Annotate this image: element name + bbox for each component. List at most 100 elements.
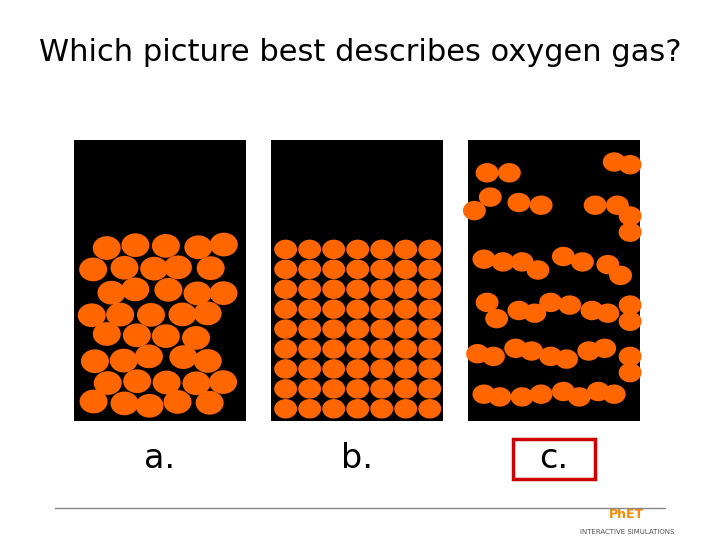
Bar: [74, 140, 246, 421]
Circle shape: [182, 372, 210, 395]
Circle shape: [587, 382, 610, 401]
Circle shape: [580, 301, 603, 320]
Circle shape: [94, 371, 122, 395]
Circle shape: [135, 394, 163, 417]
Circle shape: [121, 278, 149, 301]
Circle shape: [370, 299, 393, 319]
Circle shape: [488, 387, 511, 407]
Circle shape: [492, 252, 514, 272]
Circle shape: [169, 345, 197, 369]
Circle shape: [508, 193, 531, 212]
Circle shape: [510, 252, 534, 272]
Circle shape: [274, 299, 297, 319]
Circle shape: [274, 240, 297, 259]
Circle shape: [298, 379, 321, 399]
Circle shape: [81, 349, 109, 373]
Circle shape: [370, 280, 393, 299]
Circle shape: [110, 256, 138, 280]
Circle shape: [194, 301, 222, 325]
Circle shape: [274, 399, 297, 418]
Circle shape: [152, 324, 180, 348]
Circle shape: [346, 379, 369, 399]
Circle shape: [137, 303, 165, 327]
Circle shape: [93, 236, 121, 260]
Circle shape: [418, 299, 441, 319]
Circle shape: [370, 240, 393, 259]
Circle shape: [298, 240, 321, 259]
Circle shape: [370, 319, 393, 339]
Circle shape: [418, 399, 441, 418]
Circle shape: [153, 370, 181, 394]
Circle shape: [523, 303, 546, 323]
Circle shape: [93, 322, 121, 346]
Circle shape: [618, 155, 642, 174]
Circle shape: [164, 255, 192, 279]
Text: INTERACTIVE SIMULATIONS: INTERACTIVE SIMULATIONS: [580, 529, 674, 535]
Circle shape: [346, 260, 369, 279]
Circle shape: [395, 280, 417, 299]
Circle shape: [482, 347, 505, 366]
Circle shape: [508, 301, 531, 320]
Circle shape: [323, 399, 345, 418]
Circle shape: [466, 344, 489, 363]
Circle shape: [274, 379, 297, 399]
Circle shape: [196, 391, 224, 415]
Circle shape: [395, 260, 417, 279]
Circle shape: [418, 359, 441, 379]
Circle shape: [210, 281, 238, 305]
Circle shape: [395, 379, 417, 399]
Circle shape: [395, 339, 417, 359]
Circle shape: [274, 319, 297, 339]
Circle shape: [618, 363, 642, 382]
Circle shape: [618, 206, 642, 226]
Circle shape: [323, 319, 345, 339]
Circle shape: [418, 260, 441, 279]
Circle shape: [123, 369, 151, 393]
Circle shape: [530, 384, 552, 404]
Circle shape: [298, 339, 321, 359]
Circle shape: [618, 222, 642, 242]
Circle shape: [606, 195, 629, 215]
Circle shape: [78, 303, 106, 327]
Circle shape: [346, 319, 369, 339]
Circle shape: [298, 299, 321, 319]
Circle shape: [555, 349, 578, 369]
Circle shape: [163, 390, 192, 414]
Circle shape: [323, 240, 345, 259]
Circle shape: [346, 280, 369, 299]
Circle shape: [323, 260, 345, 279]
Circle shape: [274, 280, 297, 299]
Circle shape: [510, 387, 534, 407]
Circle shape: [476, 163, 498, 183]
Circle shape: [298, 280, 321, 299]
Circle shape: [370, 339, 393, 359]
Circle shape: [123, 323, 151, 347]
Circle shape: [298, 260, 321, 279]
Circle shape: [552, 247, 575, 266]
Circle shape: [140, 256, 168, 280]
Circle shape: [418, 379, 441, 399]
Text: PhET: PhET: [609, 508, 644, 521]
Circle shape: [106, 303, 134, 327]
Circle shape: [182, 326, 210, 350]
Circle shape: [476, 293, 498, 312]
Circle shape: [571, 252, 594, 272]
Circle shape: [530, 195, 552, 215]
Circle shape: [603, 152, 626, 172]
Circle shape: [618, 312, 642, 331]
Circle shape: [323, 280, 345, 299]
Circle shape: [568, 387, 590, 407]
Circle shape: [418, 240, 441, 259]
Circle shape: [323, 339, 345, 359]
Text: a.: a.: [144, 442, 176, 476]
Circle shape: [122, 233, 150, 257]
Circle shape: [609, 266, 632, 285]
Circle shape: [168, 302, 197, 326]
Circle shape: [298, 399, 321, 418]
Circle shape: [323, 299, 345, 319]
Circle shape: [274, 260, 297, 279]
Circle shape: [274, 339, 297, 359]
Circle shape: [584, 195, 606, 215]
Circle shape: [618, 295, 642, 315]
Circle shape: [418, 339, 441, 359]
